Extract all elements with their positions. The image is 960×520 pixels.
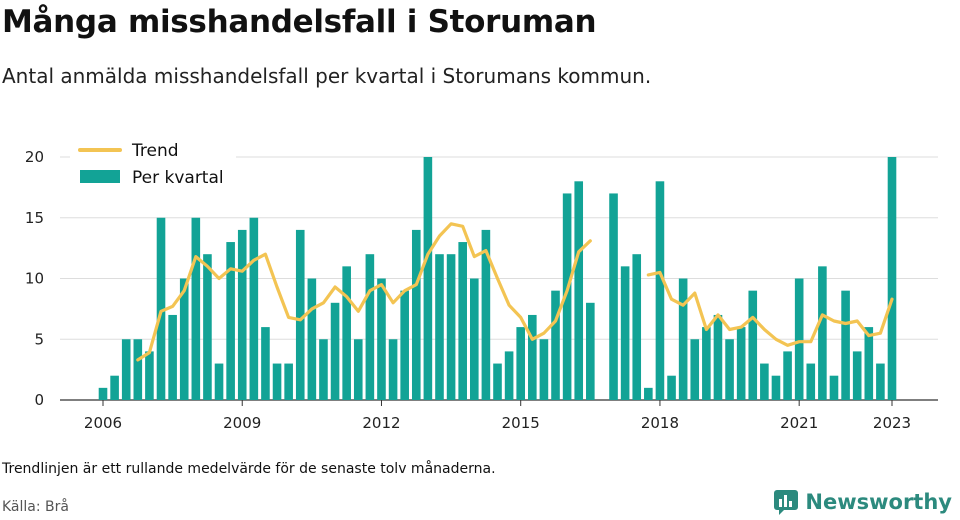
y-tick-label: 0 bbox=[34, 391, 44, 409]
bar[interactable] bbox=[121, 339, 131, 400]
bar[interactable] bbox=[156, 217, 166, 400]
brand-name: Newsworthy bbox=[805, 490, 952, 514]
bar[interactable] bbox=[330, 302, 340, 400]
bar[interactable] bbox=[237, 229, 247, 400]
bar[interactable] bbox=[551, 290, 560, 400]
y-tick-label: 20 bbox=[25, 148, 44, 166]
bar[interactable] bbox=[887, 157, 897, 400]
trend-line bbox=[136, 222, 894, 362]
bar[interactable] bbox=[377, 278, 386, 401]
bar[interactable] bbox=[284, 363, 293, 400]
bar[interactable] bbox=[307, 278, 317, 401]
bar[interactable] bbox=[203, 254, 212, 400]
bar[interactable] bbox=[353, 339, 363, 400]
bar[interactable] bbox=[400, 290, 409, 400]
bar[interactable] bbox=[574, 181, 584, 400]
x-tick-label: 2018 bbox=[641, 414, 679, 432]
trend-line-segment[interactable] bbox=[646, 270, 894, 347]
bar[interactable] bbox=[411, 229, 421, 400]
bars-per-kvartal bbox=[98, 157, 897, 401]
bar[interactable] bbox=[783, 351, 792, 400]
bar[interactable] bbox=[655, 181, 665, 400]
newsworthy-logo-icon bbox=[774, 490, 799, 515]
brand-logo[interactable]: Newsworthy bbox=[773, 489, 952, 515]
y-tick-label: 10 bbox=[25, 270, 44, 288]
bar[interactable] bbox=[702, 327, 711, 400]
x-tick-label: 2009 bbox=[223, 414, 261, 432]
bar[interactable] bbox=[760, 363, 769, 400]
bar[interactable] bbox=[342, 266, 351, 400]
bar[interactable] bbox=[214, 363, 224, 400]
bar[interactable] bbox=[249, 217, 259, 400]
bar[interactable] bbox=[226, 242, 235, 400]
x-tick-label: 2006 bbox=[84, 414, 122, 432]
chart-area: 0 5 10 15 20 2006 2009 2012 2015 2018 2021 2023 Tr… bbox=[25, 134, 938, 432]
bar[interactable] bbox=[690, 339, 700, 400]
bar[interactable] bbox=[539, 339, 549, 400]
legend-background bbox=[70, 134, 236, 198]
bar[interactable] bbox=[319, 339, 328, 400]
bar[interactable] bbox=[504, 351, 514, 400]
bar[interactable] bbox=[469, 278, 479, 401]
x-tick-label: 2015 bbox=[502, 414, 540, 432]
bar[interactable] bbox=[748, 290, 758, 400]
bar[interactable] bbox=[644, 387, 653, 400]
bar[interactable] bbox=[516, 327, 526, 400]
bar[interactable] bbox=[295, 229, 305, 400]
x-tick-label: 2021 bbox=[780, 414, 818, 432]
chart-title: Många misshandelsfall i Storuman bbox=[2, 4, 597, 40]
bar[interactable] bbox=[145, 351, 154, 400]
bar[interactable] bbox=[818, 266, 827, 400]
bar[interactable] bbox=[632, 254, 642, 400]
bar[interactable] bbox=[435, 254, 444, 400]
bar[interactable] bbox=[667, 375, 676, 400]
bar[interactable] bbox=[493, 363, 502, 400]
bar[interactable] bbox=[586, 302, 595, 400]
bar[interactable] bbox=[98, 387, 108, 400]
x-axis: 2006 2009 2012 2015 2018 2021 2023 bbox=[84, 400, 911, 432]
chart-subtitle: Antal anmälda misshandelsfall per kvarta… bbox=[2, 64, 652, 88]
bar[interactable] bbox=[562, 193, 572, 400]
bar[interactable] bbox=[620, 266, 630, 400]
bar[interactable] bbox=[852, 351, 862, 400]
bar[interactable] bbox=[736, 327, 746, 400]
bar[interactable] bbox=[806, 363, 816, 400]
x-tick-label: 2012 bbox=[362, 414, 400, 432]
legend-trend-label[interactable]: Trend bbox=[131, 141, 179, 161]
source: Källa: Brå bbox=[2, 499, 69, 515]
bar[interactable] bbox=[528, 314, 537, 400]
legend-bar-swatch bbox=[80, 170, 120, 183]
bar[interactable] bbox=[446, 254, 456, 400]
bar[interactable] bbox=[272, 363, 282, 400]
bar[interactable] bbox=[678, 278, 688, 401]
bar[interactable] bbox=[481, 229, 491, 400]
legend: Trend Per kvartal bbox=[70, 134, 236, 198]
bar[interactable] bbox=[191, 217, 201, 400]
bar[interactable] bbox=[829, 375, 839, 400]
bar[interactable] bbox=[864, 327, 874, 400]
bar[interactable] bbox=[133, 339, 143, 400]
bar[interactable] bbox=[458, 242, 467, 400]
bar[interactable] bbox=[261, 327, 270, 400]
bar[interactable] bbox=[168, 314, 177, 400]
bar[interactable] bbox=[423, 157, 433, 400]
x-tick-label: 2023 bbox=[873, 414, 911, 432]
bar[interactable] bbox=[365, 254, 375, 400]
bar[interactable] bbox=[841, 290, 850, 400]
y-tick-label: 5 bbox=[34, 330, 44, 348]
bar[interactable] bbox=[725, 339, 734, 400]
trend-line-segment[interactable] bbox=[136, 222, 592, 362]
bar[interactable] bbox=[388, 339, 398, 400]
bar[interactable] bbox=[609, 193, 618, 400]
bar[interactable] bbox=[876, 363, 885, 400]
y-axis: 0 5 10 15 20 bbox=[25, 148, 44, 409]
footnote: Trendlinjen är ett rullande medelvärde f… bbox=[2, 461, 496, 477]
legend-bar-label[interactable]: Per kvartal bbox=[132, 168, 224, 188]
bar[interactable] bbox=[179, 278, 189, 401]
bar[interactable] bbox=[110, 375, 119, 400]
bar[interactable] bbox=[794, 278, 804, 401]
bar[interactable] bbox=[771, 375, 781, 400]
bar[interactable] bbox=[713, 314, 723, 400]
y-tick-label: 15 bbox=[25, 209, 44, 227]
